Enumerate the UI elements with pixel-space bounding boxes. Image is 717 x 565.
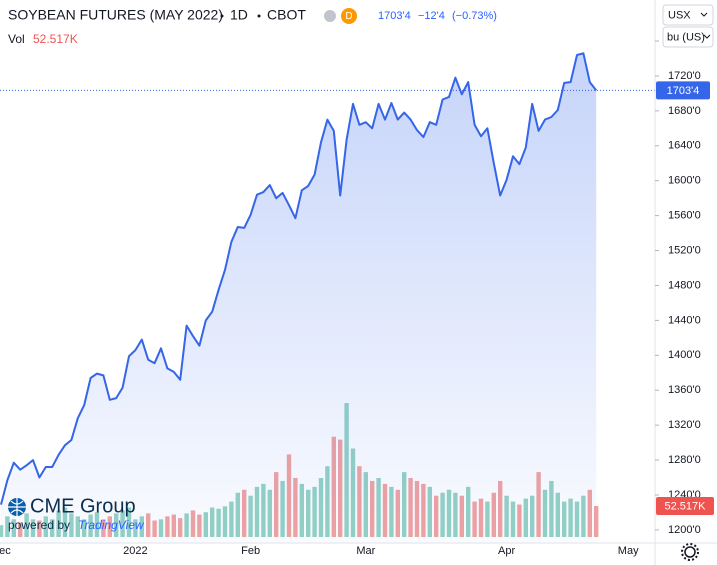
dropdown-label[interactable]: bu (US) (667, 31, 705, 43)
y-tick-label: 1520'0 (668, 244, 701, 256)
volume-tag (656, 497, 714, 516)
y-tick-label: 1560'0 (668, 210, 701, 222)
y-tick-label: 1680'0 (668, 105, 701, 117)
x-tick-label: May (618, 545, 639, 557)
y-tick-label: 1360'0 (668, 384, 701, 396)
last-price-label: 1703'4 (667, 85, 700, 97)
separator (220, 14, 224, 18)
price-line (0, 52, 597, 505)
chart-title: SOYBEAN FUTURES (MAY 2022) (8, 7, 223, 23)
quote-last: 1703'4 (378, 10, 411, 22)
x-tick-label: 2022 (123, 545, 147, 557)
y-tick-label: 1440'0 (668, 314, 701, 326)
badge (341, 8, 357, 24)
x-tick-label: Feb (241, 545, 260, 557)
x-tick-label: Dec (0, 545, 11, 557)
interval: 1D (230, 7, 248, 23)
chevron (700, 12, 708, 17)
y-tick-label: 1400'0 (668, 349, 701, 361)
separator (257, 14, 261, 18)
y-tick-label: 1200'0 (668, 524, 701, 536)
settings-gear[interactable] (681, 543, 699, 561)
x-tick-label: Apr (498, 545, 515, 557)
exchange: CBOT (267, 7, 306, 23)
logo-text: CME Group (30, 495, 136, 517)
dropdown-box[interactable] (662, 4, 714, 26)
x-tick-label: Mar (356, 545, 375, 557)
y-tick-label: 1320'0 (668, 419, 701, 431)
unit-dropdown[interactable]: bu (US) (662, 26, 714, 48)
status-dot (324, 10, 336, 22)
dropdown-box[interactable] (662, 26, 714, 48)
badge-label: D (345, 11, 352, 22)
y-tick-label: 1600'0 (668, 175, 701, 187)
quote-change: −12'4 (418, 10, 445, 22)
volume-tag-label: 52.517K (665, 500, 707, 512)
last-price-tag (656, 81, 710, 100)
y-tick-label: 1640'0 (668, 140, 701, 152)
logo: CME Group powered by TradingView (8, 495, 145, 532)
volume-label: Vol (8, 32, 25, 46)
quote-change-pct: (−0.73%) (452, 10, 497, 22)
currency-dropdown[interactable]: USX (662, 4, 714, 26)
y-tick-label: 1720'0 (668, 70, 701, 82)
area-fill (1, 53, 597, 543)
gear-teeth[interactable] (681, 543, 699, 561)
y-tick-label: 1280'0 (668, 454, 701, 466)
logo-globe-lines (8, 498, 26, 516)
volume-value: 52.517K (33, 32, 78, 46)
dropdown-label[interactable]: USX (668, 9, 691, 21)
provider: TradingView (78, 518, 145, 532)
gear-ring[interactable] (684, 546, 696, 558)
powered-by: powered by (8, 518, 70, 532)
chevron (703, 34, 711, 39)
y-tick-label: 1480'0 (668, 279, 701, 291)
